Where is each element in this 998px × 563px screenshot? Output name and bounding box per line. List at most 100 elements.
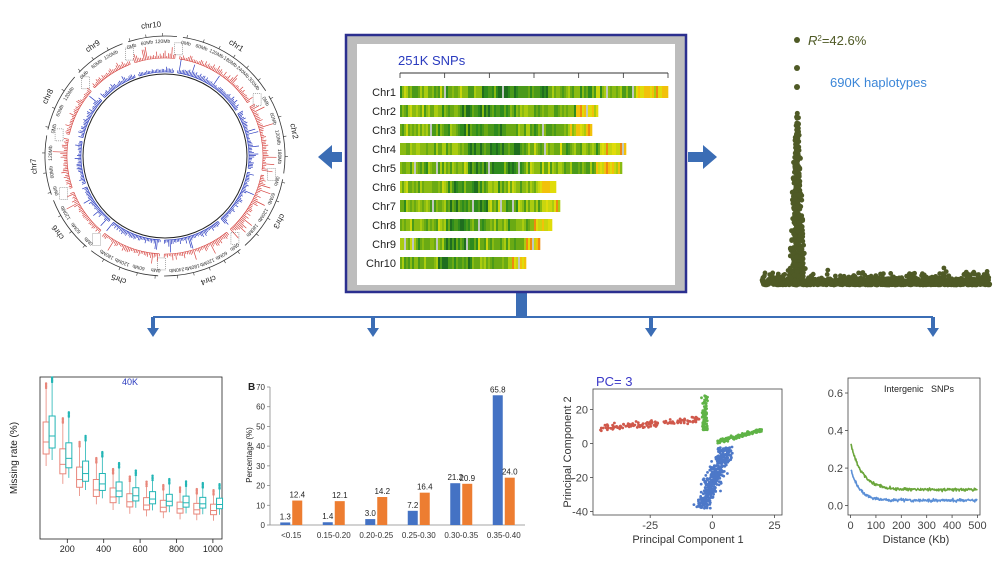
tick-label: 60Mb [266,192,276,206]
snp-segment [550,105,552,117]
snp-segment [530,124,532,136]
snp-segment [426,181,428,193]
pca-point-blue [697,502,700,505]
snp-segment [640,86,642,98]
snp-segment [426,105,428,117]
snp-segment [534,124,536,136]
snp-segment [418,219,420,231]
snp-segment [530,143,532,155]
bar-value-label: 12.4 [289,491,305,500]
snp-segment [604,162,606,174]
snp-segment [446,200,448,212]
down-arrow [367,317,379,337]
pca-point-blue [721,474,724,477]
snp-segment [500,143,502,155]
snp-segment [468,143,470,155]
snp-segment [652,86,654,98]
snp-segment [490,181,492,193]
snp-segment [472,200,474,212]
snp-segment [496,143,498,155]
snp-segment [404,143,406,155]
snp-segment [434,200,436,212]
snp-segment [400,181,402,193]
snp-segment [432,181,434,193]
snp-segment [494,124,496,136]
bar-value-label: 3.0 [365,509,377,518]
snp-segment [480,238,482,250]
pca-point-green [723,438,726,441]
snp-segment [448,105,450,117]
pca-point-blue [702,477,705,480]
manhattan-point [795,116,800,121]
snp-segment [470,124,472,136]
manhattan-point [796,155,801,160]
snp-segment [438,238,440,250]
snp-segment [408,86,410,98]
pca-point-blue [709,507,712,510]
snp-segment [472,124,474,136]
x-tick-label: 0.15-0.20 [317,531,351,540]
bar [377,497,387,525]
snp-segment [484,124,486,136]
manhattan-point [781,273,786,278]
snp-segment [406,143,408,155]
snp-segment [460,181,462,193]
snp-segment [614,143,616,155]
snp-segment [524,200,526,212]
bar [292,501,302,525]
snp-segment [426,200,428,212]
snp-segment [518,238,520,250]
pca-point-blue [697,505,700,508]
snp-segment [420,86,422,98]
snp-segment [434,143,436,155]
manhattan-point [965,279,970,284]
snp-segment [496,162,498,174]
pca-point-blue [714,470,717,473]
pca-point-red [692,416,695,419]
pca-point-blue [704,489,707,492]
snp-segment [500,86,502,98]
snp-segment [494,86,496,98]
snp-segment [412,257,414,269]
pca-point-red [654,420,657,423]
snp-segment [452,105,454,117]
pca-xlabel: Principal Component 1 [632,534,743,546]
snp-segment [534,181,536,193]
snp-segment [464,238,466,250]
snp-segment [608,86,610,98]
snp-segment [430,257,432,269]
snp-segment [444,181,446,193]
snp-segment [454,124,456,136]
pca-point-blue [706,503,709,506]
snp-segment [590,124,592,136]
snp-segment [564,124,566,136]
snp-segment [462,86,464,98]
snp-segment [492,162,494,174]
snp-segment [532,124,534,136]
snp-segment [418,105,420,117]
snp-segment [540,143,542,155]
snp-segment [570,105,572,117]
red-track [133,47,175,63]
snp-segment [518,105,520,117]
pca-point-red [698,418,701,421]
snp-segment [442,162,444,174]
snp-panel-title: 251K SNPs [398,53,466,68]
snp-segment [544,200,546,212]
snp-segment [456,257,458,269]
pca-point-green [705,411,708,414]
snp-segment [650,86,652,98]
tick-mark [69,231,71,233]
percentage-ylabel: Percentage (%) [245,427,254,483]
x-tick-label: 400 [96,544,111,554]
snp-segment [444,219,446,231]
snp-segment [498,86,500,98]
snp-segment [420,181,422,193]
snp-segment [516,219,518,231]
snp-segment [422,200,424,212]
outlier [185,480,187,482]
snp-segment [580,124,582,136]
snp-segment [546,143,548,155]
snp-segment [572,162,574,174]
snp-segment [446,181,448,193]
